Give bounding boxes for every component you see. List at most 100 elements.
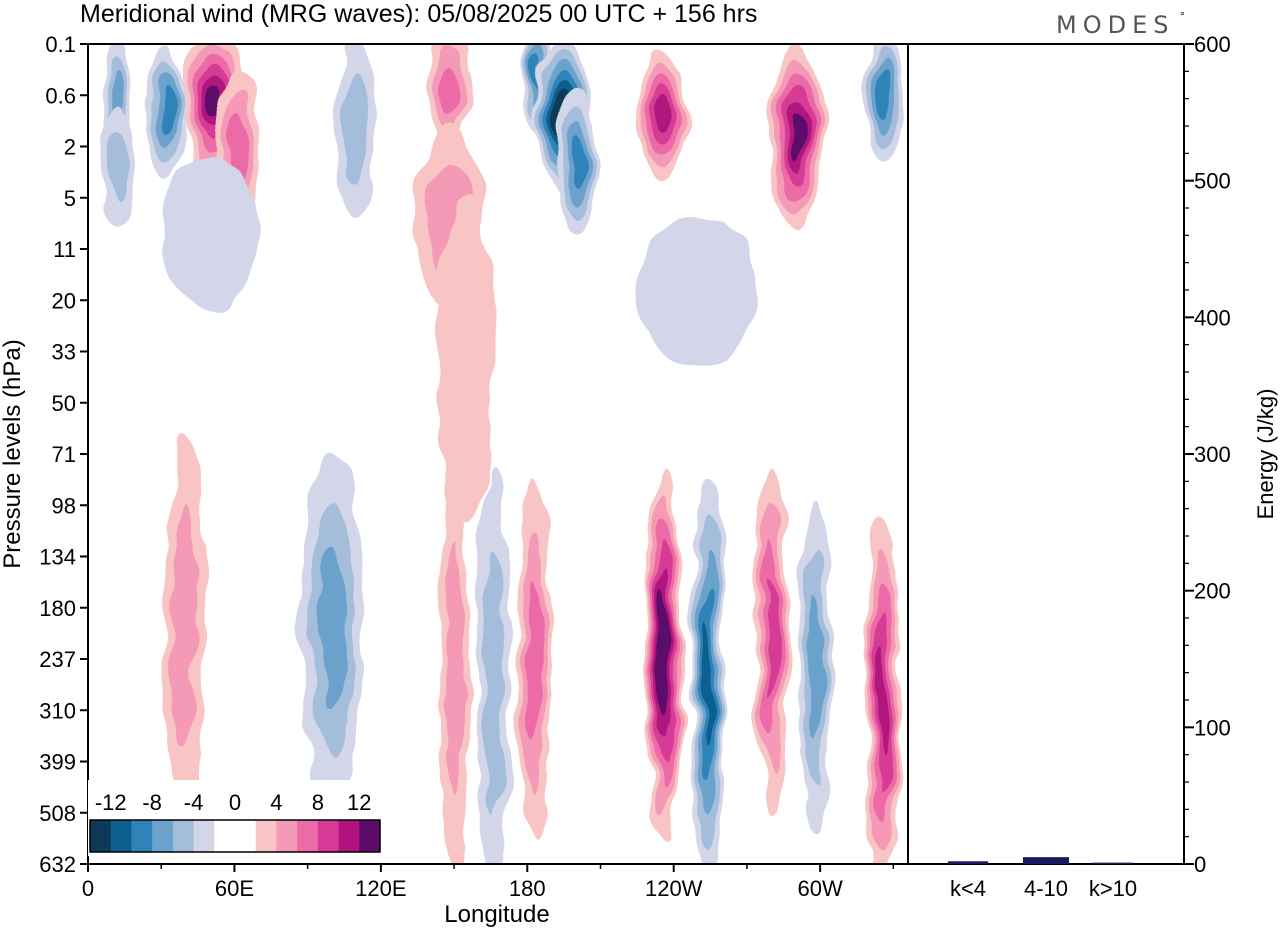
energy-tick-label: 100 bbox=[1194, 715, 1231, 740]
energy-category-label: k<4 bbox=[950, 876, 986, 901]
colorbar-label: 0 bbox=[229, 790, 241, 815]
wind-anomaly bbox=[690, 478, 725, 864]
wind-anomaly bbox=[637, 45, 686, 180]
colorbar-swatch bbox=[90, 820, 112, 852]
pressure-tick-label: 50 bbox=[52, 391, 76, 416]
wind-contour bbox=[207, 84, 223, 120]
energy-axis-label: Energy (J/kg) bbox=[1253, 389, 1278, 520]
chart-title: Meridional wind (MRG waves): 05/08/2025 … bbox=[80, 0, 757, 28]
wind-contour bbox=[342, 71, 370, 185]
colorbar-swatch bbox=[297, 820, 319, 852]
energy-bars: k<4 4-10 k>10 bbox=[948, 857, 1137, 901]
wind-contour bbox=[317, 547, 347, 708]
colorbar-swatch bbox=[193, 820, 215, 852]
pressure-tick-label: 2 bbox=[64, 135, 76, 160]
wind-anomaly bbox=[644, 468, 684, 838]
colorbar-swatch bbox=[359, 820, 381, 852]
energy-bar bbox=[948, 861, 988, 864]
energy-tick-label: 600 bbox=[1194, 32, 1231, 57]
wind-contour bbox=[106, 127, 128, 204]
wind-anomaly bbox=[100, 103, 135, 227]
pressure-tick-label: 508 bbox=[39, 801, 76, 826]
longitude-tick-label: 120E bbox=[355, 876, 406, 901]
colorbar-swatch bbox=[338, 820, 360, 852]
colorbar-label: 8 bbox=[312, 790, 324, 815]
colorbar-swatch bbox=[110, 820, 132, 852]
wind-contour bbox=[527, 581, 543, 742]
wind-anomaly bbox=[798, 505, 833, 834]
modes-logo: MODES bbox=[1056, 11, 1174, 39]
wind-anomaly bbox=[429, 44, 469, 152]
wind-contour bbox=[569, 136, 583, 187]
wind-contour bbox=[229, 112, 250, 181]
longitude-tick-label: 60W bbox=[798, 876, 843, 901]
colorbar-swatch bbox=[317, 820, 340, 852]
energy-tick-label: 300 bbox=[1194, 442, 1231, 467]
wind-contour bbox=[173, 507, 198, 748]
wind-anomaly bbox=[161, 155, 259, 310]
pressure-tick-label: 310 bbox=[39, 698, 76, 723]
wind-contour bbox=[703, 625, 713, 743]
wind-anomaly bbox=[864, 44, 904, 162]
wind-contour bbox=[436, 194, 496, 523]
energy-tick-label: 400 bbox=[1194, 305, 1231, 330]
colorbar-label: -12 bbox=[95, 790, 127, 815]
wind-contour bbox=[659, 614, 669, 693]
colorbar-swatch bbox=[214, 820, 236, 852]
pressure-tick-label: 5 bbox=[64, 186, 76, 211]
energy-tick-label: 0 bbox=[1194, 852, 1206, 877]
pressure-axis: 0.1 0.6 2 5 11 20 33 50 71 98 134 180 237 310 399 508 63… bbox=[39, 32, 88, 877]
colorbar-swatch bbox=[152, 820, 174, 852]
wind-contour bbox=[878, 651, 889, 757]
heatmap-field bbox=[100, 44, 904, 864]
colorbar-swatch bbox=[276, 820, 298, 852]
energy-bar bbox=[1023, 857, 1069, 864]
longitude-tick-label: 60E bbox=[215, 876, 254, 901]
y-axis-label: Pressure levels (hPa) bbox=[0, 339, 26, 568]
wind-contour bbox=[159, 89, 173, 136]
longitude-tick-label: 0 bbox=[82, 876, 94, 901]
wind-anomaly bbox=[556, 89, 596, 233]
pressure-tick-label: 71 bbox=[52, 442, 76, 467]
colorbar-label: -4 bbox=[184, 790, 204, 815]
energy-tick-label: 500 bbox=[1194, 169, 1231, 194]
longitude-tick-label: 180 bbox=[509, 876, 546, 901]
wind-anomaly bbox=[476, 468, 511, 864]
wind-anomaly bbox=[517, 482, 552, 841]
wind-contour bbox=[789, 114, 803, 160]
pressure-tick-label: 33 bbox=[52, 340, 76, 365]
colorbar: -12 -8 -4 0 4 8 12 bbox=[88, 780, 384, 856]
x-axis-label: Longitude bbox=[444, 901, 549, 928]
wind-anomaly bbox=[300, 448, 364, 807]
pressure-tick-label: 399 bbox=[39, 750, 76, 775]
energy-category-label: 4-10 bbox=[1024, 876, 1068, 901]
wind-anomaly bbox=[866, 519, 901, 864]
colorbar-label: 12 bbox=[347, 790, 371, 815]
wind-anomaly bbox=[637, 214, 760, 369]
pressure-tick-label: 180 bbox=[39, 596, 76, 621]
pressure-tick-label: 0.1 bbox=[45, 32, 76, 57]
wind-anomaly bbox=[166, 432, 206, 823]
wind-anomaly bbox=[334, 44, 379, 221]
wind-anomaly bbox=[768, 44, 823, 230]
longitude-tick-label: 120W bbox=[645, 876, 703, 901]
pressure-tick-label: 11 bbox=[53, 237, 76, 262]
wind-anomaly bbox=[436, 194, 496, 523]
colorbar-label: -8 bbox=[142, 790, 162, 815]
wind-anomaly bbox=[754, 462, 789, 811]
colorbar-swatch bbox=[172, 820, 195, 852]
pressure-tick-label: 0.6 bbox=[45, 83, 76, 108]
colorbar-swatch bbox=[255, 820, 277, 852]
wind-contour bbox=[876, 72, 891, 119]
wind-contour bbox=[637, 214, 760, 369]
colorbar-frame bbox=[89, 819, 381, 853]
wind-contour bbox=[445, 543, 464, 796]
pressure-tick-label: 632 bbox=[39, 852, 76, 877]
colorbar-swatch bbox=[131, 820, 153, 852]
energy-category-label: k>10 bbox=[1089, 876, 1137, 901]
wind-anomaly bbox=[146, 45, 186, 180]
wind-contour bbox=[482, 551, 504, 817]
wind-anomaly bbox=[439, 464, 469, 864]
pressure-tick-label: 237 bbox=[39, 647, 76, 672]
